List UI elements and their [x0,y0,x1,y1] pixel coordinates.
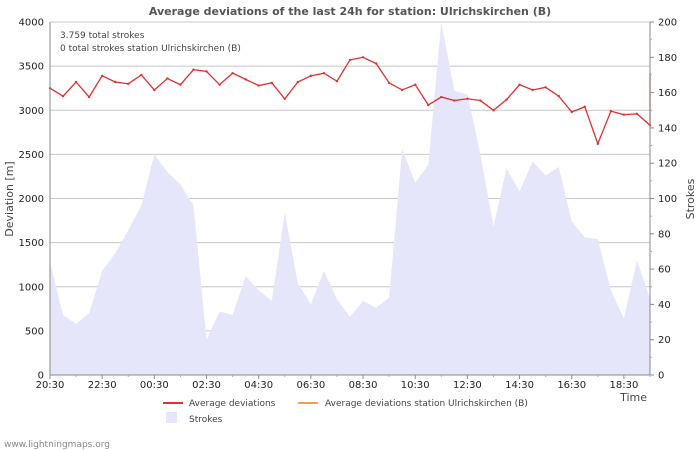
y-left-axis-title: Deviation [m] [3,161,16,236]
y-left-tick-label: 1000 [19,282,44,293]
deviation-point [205,70,208,73]
deviation-point [283,97,286,100]
deviation-point [179,83,182,86]
deviation-point [309,74,313,78]
y-left-tick-label: 0 [38,371,44,382]
y-right-tick-label: 0 [658,371,664,382]
y-right-tick-label: 200 [658,18,677,29]
y-right-axis-title: Strokes [684,178,697,219]
deviation-point [296,80,300,84]
average-deviation-line [49,56,651,146]
deviation-point [479,99,482,102]
deviation-point [427,103,430,107]
x-tick-label: 00:30 [140,380,169,391]
deviation-point [596,142,600,145]
deviation-line-layer [48,56,652,146]
deviation-point [609,109,613,113]
deviation-point [583,105,586,108]
y-right-tick-label: 160 [658,88,677,99]
y-right-tick-label: 80 [658,229,671,240]
deviation-point [166,77,169,80]
deviation-point [127,82,130,85]
deviation-point [387,81,391,85]
y-right-tick-label: 60 [658,265,671,276]
strokes-area-layer [50,22,650,375]
deviation-point [361,56,365,59]
deviation-point [622,113,626,116]
x-tick-label: 22:30 [88,380,117,391]
deviation-point [270,81,273,85]
chart-title: Average deviations of the last 24h for s… [149,5,551,18]
deviation-point [87,95,91,99]
x-tick-label: 02:30 [192,380,221,391]
y-left-tick-label: 500 [25,326,44,337]
deviation-point [466,97,469,100]
y-left-tick-label: 3500 [19,62,44,73]
x-tick-label: 14:30 [505,380,534,391]
deviation-point [231,71,234,75]
deviation-point [400,88,404,92]
deviation-point [453,99,456,102]
legend: Average deviations Average deviations st… [163,399,528,425]
y-left-tick-label: 2000 [19,194,44,205]
deviation-point [322,71,326,75]
deviation-point [518,83,521,86]
y-right-tick-label: 40 [658,300,671,311]
deviation-point [414,83,417,86]
legend-label-deviations: Average deviations [189,399,276,409]
deviation-point [74,80,78,84]
deviation-point [192,68,195,71]
y-right-tick-label: 140 [658,123,677,134]
deviation-point [570,110,573,114]
deviation-point [440,95,443,99]
deviation-point [114,80,117,84]
y-left-tick-label: 1500 [19,238,44,249]
deviation-point [531,88,534,92]
deviation-point [153,88,156,92]
x-tick-label: 16:30 [557,380,586,391]
deviation-point [374,62,378,65]
deviation-point [544,86,547,89]
right-axis-ticks: 0 20 40 60 80 100 120 140 160 180 200 [650,18,677,382]
y-right-tick-label: 100 [658,194,677,205]
legend-swatch-strokes [166,412,177,423]
deviation-point [492,109,495,112]
legend-label-strokes: Strokes [189,415,223,425]
deviation-point [335,79,339,83]
legend-label-station-deviations: Average deviations station Ulrichskirche… [325,399,528,409]
y-left-tick-label: 4000 [19,18,44,29]
x-tick-label: 12:30 [453,380,482,391]
deviation-point [348,58,352,62]
x-tick-label: 10:30 [401,380,430,391]
deviation-point [635,112,639,115]
deviation-point [257,84,260,87]
deviation-point [61,94,65,98]
total-strokes-note: 3.759 total strokes [60,31,145,41]
deviation-point [100,74,104,78]
deviation-point [244,78,247,81]
x-tick-label: 06:30 [296,380,325,391]
x-axis-ticks: 20:30 22:30 00:30 02:30 04:30 06:30 08:30 10:30… [36,375,651,391]
deviation-point [218,83,221,86]
credit-text: www.lightningmaps.org [4,440,110,450]
y-right-tick-label: 120 [658,159,677,170]
deviation-point [505,98,508,101]
x-tick-label: 04:30 [244,380,273,391]
x-axis-title: Time [619,391,647,404]
deviation-point [557,94,560,98]
y-right-tick-label: 180 [658,53,677,64]
x-tick-label: 18:30 [609,380,638,391]
x-tick-label: 20:30 [36,380,65,391]
y-right-tick-label: 20 [658,335,671,346]
left-axis-ticks: 0 500 1000 1500 2000 2500 3000 3500 4000 [19,18,44,382]
deviation-point [140,73,143,77]
strokes-area [50,22,650,375]
station-strokes-note: 0 total strokes station Ulrichskirchen (… [60,44,241,54]
x-tick-label: 08:30 [349,380,378,391]
y-left-tick-label: 2500 [19,150,44,161]
y-left-tick-label: 3000 [19,106,44,117]
